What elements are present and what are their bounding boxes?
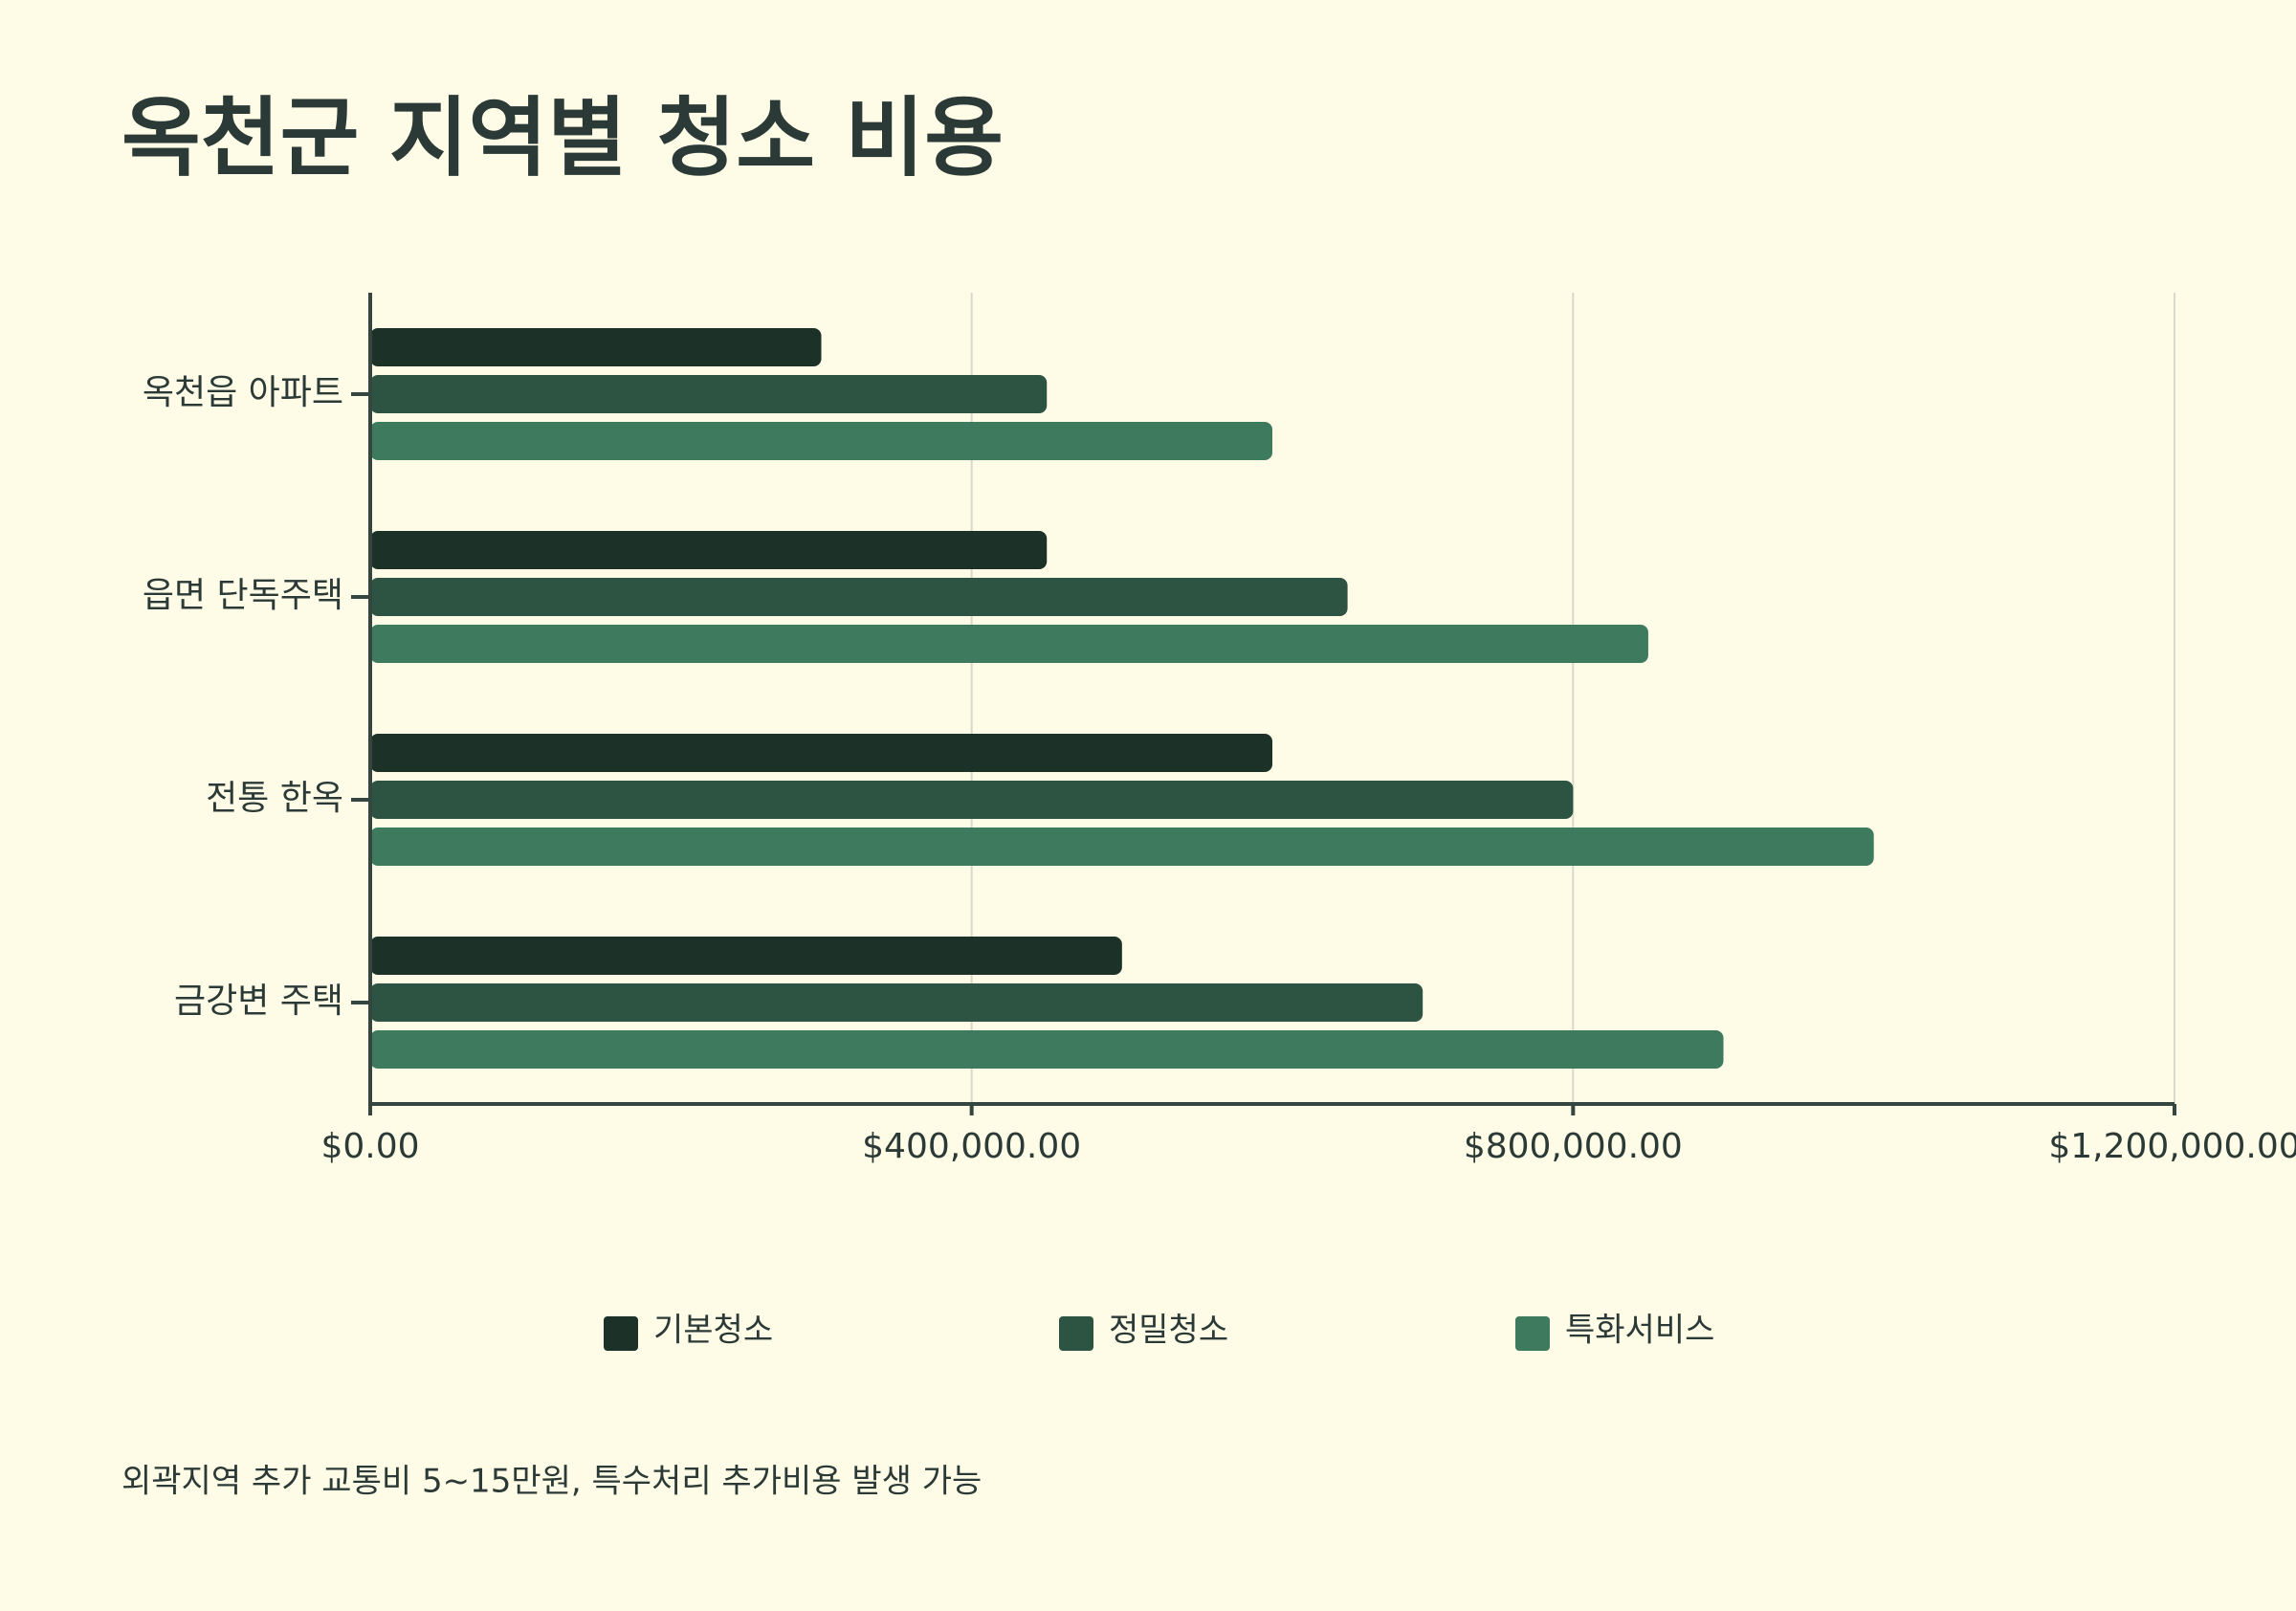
legend-label: 정밀청소 bbox=[1109, 1312, 1228, 1350]
bar bbox=[370, 422, 1272, 460]
x-tick-label: $0.00 bbox=[320, 1127, 419, 1166]
bar bbox=[370, 983, 1424, 1022]
bar bbox=[370, 937, 1122, 975]
legend-swatch bbox=[1515, 1316, 1550, 1351]
bar bbox=[370, 1030, 1724, 1069]
y-tick-label: 전통 한옥 bbox=[206, 779, 343, 818]
bar bbox=[370, 375, 1048, 413]
bar bbox=[370, 781, 1574, 819]
bar bbox=[370, 828, 1874, 866]
legend-swatch bbox=[604, 1316, 638, 1351]
legend-label: 기본청소 bbox=[653, 1312, 773, 1350]
x-tick-label: $800,000.00 bbox=[1464, 1127, 1683, 1166]
annotation: 외곽지역 추가 교통비 5~15만원, 특수처리 추가비용 발생 가능 bbox=[121, 1463, 982, 1501]
legend-label: 특화서비스 bbox=[1565, 1312, 1714, 1350]
y-tick-label: 금강변 주택 bbox=[174, 982, 343, 1021]
y-tick-label: 옥천읍 아파트 bbox=[143, 373, 343, 412]
y-tick-label: 읍면 단독주택 bbox=[143, 576, 343, 615]
chart-title: 옥천군 지역별 청소 비용 bbox=[121, 88, 1004, 188]
bar bbox=[370, 625, 1648, 663]
bar bbox=[370, 531, 1048, 569]
legend-swatch bbox=[1059, 1316, 1093, 1351]
x-tick-label: $1,200,000.00 bbox=[2048, 1127, 2296, 1166]
bar bbox=[370, 734, 1272, 772]
bar bbox=[370, 328, 822, 366]
x-tick-label: $400,000.00 bbox=[862, 1127, 1081, 1166]
bar bbox=[370, 578, 1348, 616]
